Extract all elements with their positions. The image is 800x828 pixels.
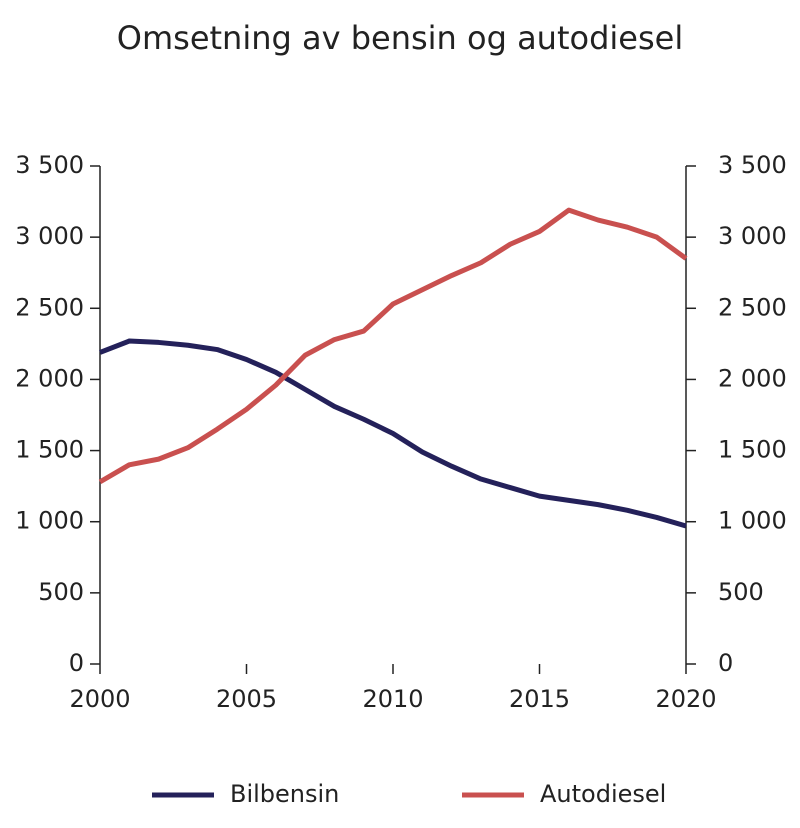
data-line <box>98 207 688 485</box>
y2-tick-label: 3 500 <box>718 151 787 179</box>
y-tick-label: 3 500 <box>15 151 84 179</box>
y-tick-label: 500 <box>38 578 84 606</box>
x-tick-label: 2000 <box>69 685 130 713</box>
y2-tick-label: 1 500 <box>718 436 787 464</box>
x-tick-label: 2015 <box>509 685 570 713</box>
legend-label: Autodiesel <box>540 780 666 808</box>
y2-tick-label: 2 000 <box>718 364 787 392</box>
y-tick-label: 0 <box>69 649 84 677</box>
y2-tick-label: 3 000 <box>718 222 787 250</box>
chart-title: Omsetning av bensin og autodiesel <box>117 19 683 57</box>
y-tick-label: 2 000 <box>15 364 84 392</box>
x-tick-label: 2010 <box>362 685 423 713</box>
y2-tick-label: 1 000 <box>718 507 787 535</box>
y2-tick-label: 500 <box>718 578 764 606</box>
y-tick-label: 2 500 <box>15 293 84 321</box>
y-tick-label: 1 000 <box>15 507 84 535</box>
y-tick-label: 1 500 <box>15 436 84 464</box>
y2-tick-label: 2 500 <box>718 293 787 321</box>
y-tick-label: 3 000 <box>15 222 84 250</box>
y2-tick-label: 0 <box>718 649 733 677</box>
data-line <box>99 338 687 529</box>
x-tick-label: 2020 <box>655 685 716 713</box>
x-tick-label: 2005 <box>216 685 277 713</box>
legend-label: Bilbensin <box>230 780 339 808</box>
